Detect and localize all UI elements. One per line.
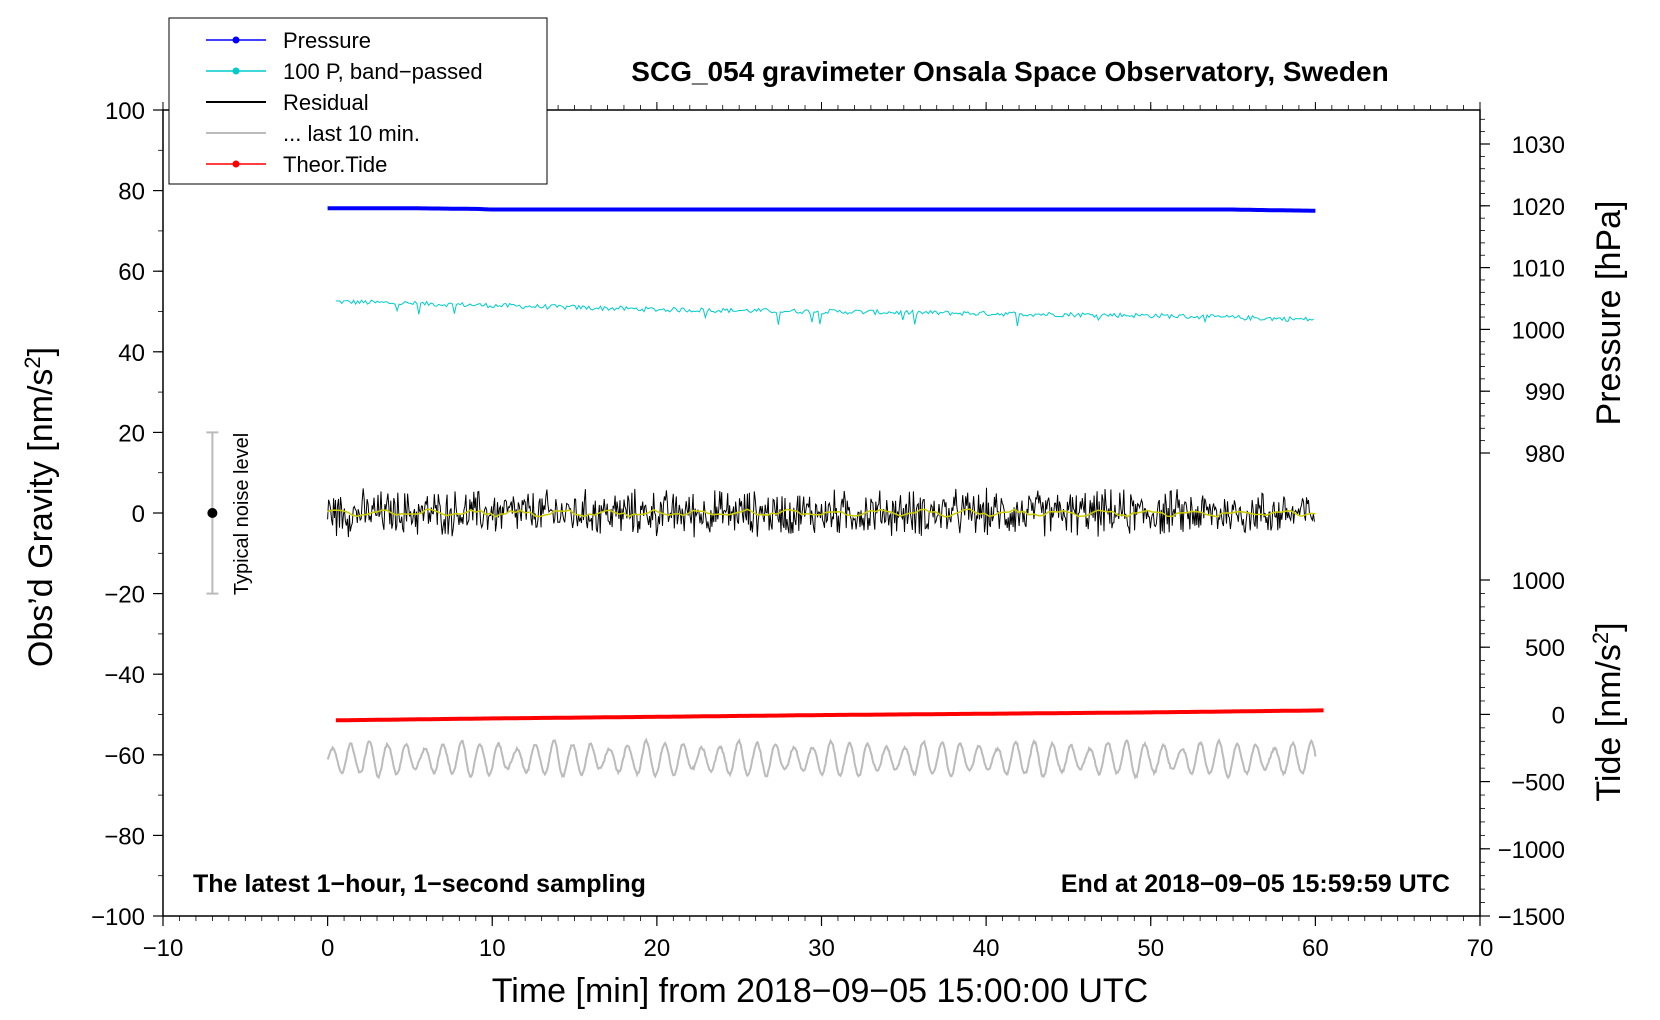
pressure-axis-title: Pressure [hPa] <box>1590 201 1628 426</box>
tide-axis-title-sup: 2 <box>1588 632 1613 644</box>
x-tick-label: −10 <box>143 935 184 962</box>
legend-item-tide: Theor.Tide <box>206 152 387 177</box>
legend-item-residual: Residual <box>206 90 369 115</box>
series-last10 <box>326 737 1317 780</box>
x-tick-label: 30 <box>808 935 835 962</box>
tide-tick-label: 0 <box>1552 702 1565 729</box>
x-tick-label: 40 <box>973 935 1000 962</box>
x-tick-label: 60 <box>1302 935 1329 962</box>
pressure-tick-label: 1010 <box>1512 256 1565 283</box>
series-residual <box>327 487 1315 538</box>
tide-tick-label: 500 <box>1525 635 1565 662</box>
legend-label-bandpassed: 100 P, band−passed <box>283 59 483 84</box>
series-residual-smoothed <box>327 508 1316 518</box>
legend: Pressure 100 P, band−passed Residual ...… <box>168 17 548 185</box>
series-pressure <box>327 206 1316 213</box>
y-tick-label: 80 <box>118 179 145 206</box>
series-tide <box>335 708 1324 723</box>
y-tick-label: −40 <box>104 662 145 689</box>
end-time-annotation: End at 2018−09−05 15:59:59 UTC <box>1061 870 1450 898</box>
tide-axis-title-close: ] <box>1590 622 1628 631</box>
y-tick-label: 60 <box>118 259 145 286</box>
legend-label-tide: Theor.Tide <box>283 152 387 177</box>
legend-marker-bandpassed <box>232 67 240 75</box>
pressure-tick-label: 980 <box>1525 441 1565 468</box>
x-tick-label: 50 <box>1137 935 1164 962</box>
legend-label-residual: Residual <box>283 90 369 115</box>
pressure-tick-label: 1030 <box>1512 132 1565 159</box>
data-layer <box>206 206 1324 780</box>
x-tick-label: 70 <box>1467 935 1494 962</box>
legend-item-last10: ... last 10 min. <box>206 121 420 146</box>
y-tick-label: −80 <box>104 823 145 850</box>
x-tick-label: 0 <box>321 935 334 962</box>
y-tick-label: 20 <box>118 420 145 447</box>
y-tick-label: −20 <box>104 582 145 609</box>
sampling-annotation: The latest 1−hour, 1−second sampling <box>193 870 646 898</box>
tide-axis-title: Tide [nm/s2] <box>1588 622 1629 801</box>
legend-label-pressure: Pressure <box>283 28 371 53</box>
y-axis-title: Obs’d Gravity [nm/s2] <box>20 347 61 667</box>
y-tick-label: −60 <box>104 743 145 770</box>
x-axis-title: Time [min] from 2018−09−05 15:00:00 UTC <box>492 972 1148 1010</box>
x-tick-label: 10 <box>479 935 506 962</box>
y-tick-label: 0 <box>132 501 145 528</box>
y-axis-title-main: Obs’d Gravity [nm/s <box>22 369 60 668</box>
pressure-tick-label: 1000 <box>1512 317 1565 344</box>
chart-title: SCG_054 gravimeter Onsala Space Observat… <box>631 56 1388 87</box>
y-tick-label: 100 <box>105 98 145 125</box>
legend-marker-pressure <box>232 36 240 44</box>
legend-item-pressure: Pressure <box>206 28 371 53</box>
y-axis-title-close: ] <box>22 347 60 356</box>
tide-tick-label: −500 <box>1511 770 1565 797</box>
axes-layer: −10 0 10 20 30 40 50 60 70100806040200−20−40−60−… <box>91 98 1565 962</box>
y-tick-label: 40 <box>118 340 145 367</box>
x-tick-label: 20 <box>644 935 671 962</box>
y-axis-title-sup: 2 <box>20 356 45 368</box>
noise-level-label: Typical noise level <box>231 433 253 595</box>
legend-item-bandpassed: 100 P, band−passed <box>206 59 483 84</box>
tide-tick-label: 1000 <box>1512 568 1565 595</box>
tide-tick-label: −1500 <box>1498 904 1565 931</box>
pressure-tick-label: 1020 <box>1512 194 1565 221</box>
legend-marker-tide <box>232 160 240 168</box>
tide-axis-title-main: Tide [nm/s <box>1590 644 1628 801</box>
series-bandpassed <box>335 299 1314 327</box>
y-tick-label: −100 <box>91 904 145 931</box>
pressure-tick-label: 990 <box>1525 379 1565 406</box>
legend-label-last10: ... last 10 min. <box>283 121 420 146</box>
tide-tick-label: −1000 <box>1498 837 1565 864</box>
noise-bar-center <box>207 508 218 518</box>
